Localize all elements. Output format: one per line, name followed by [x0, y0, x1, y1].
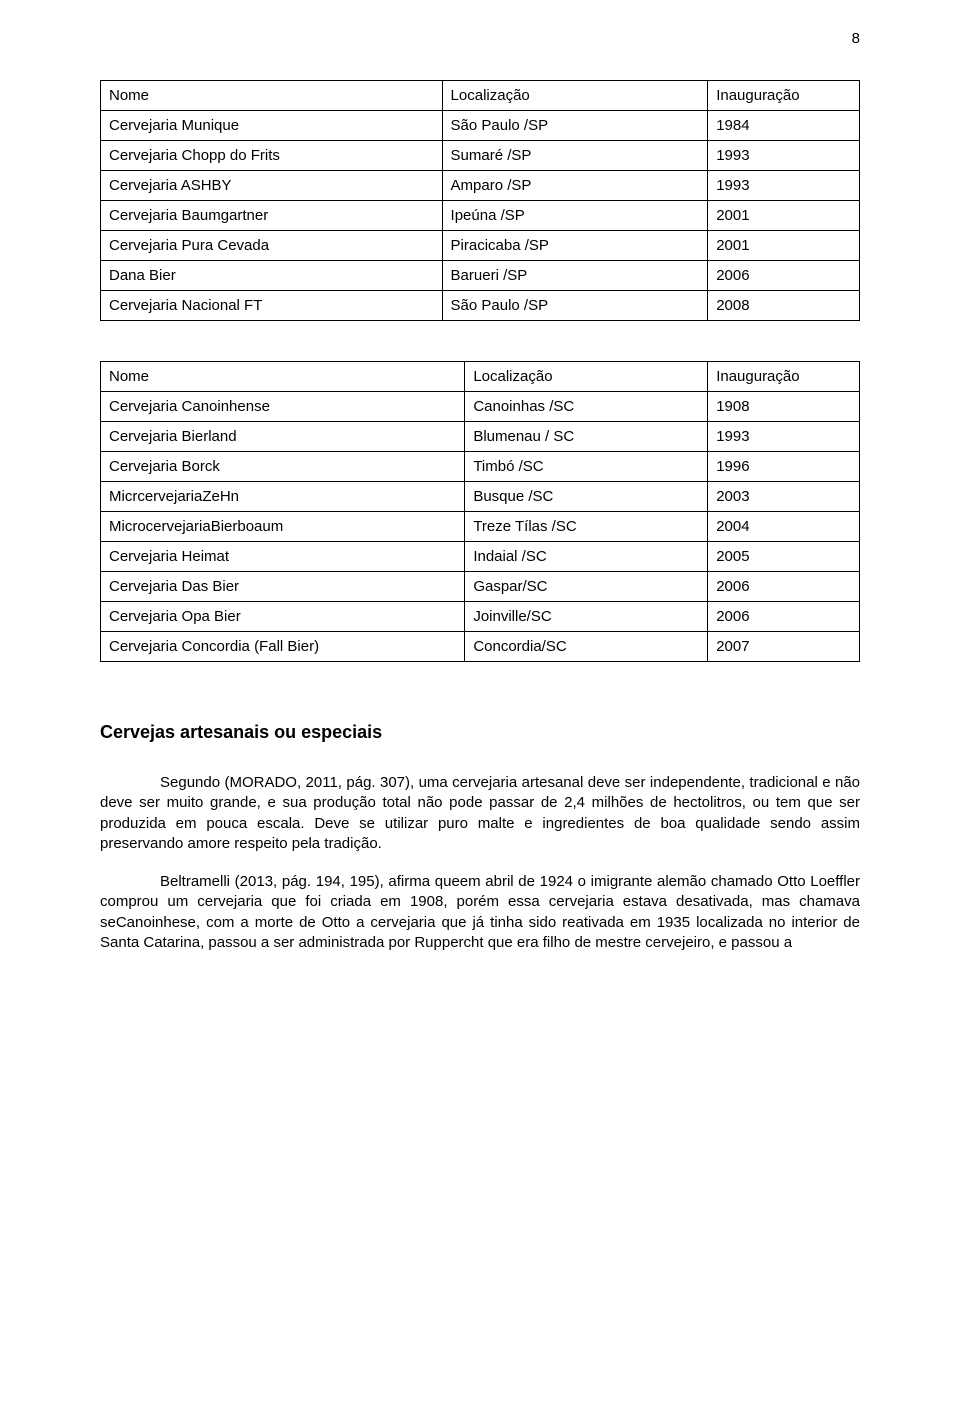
header-name: Nome: [101, 81, 443, 111]
cell-name: Cervejaria Munique: [101, 111, 443, 141]
cell-year: 2005: [708, 542, 860, 572]
cell-year: 1908: [708, 392, 860, 422]
cell-name: Cervejaria Concordia (Fall Bier): [101, 632, 465, 662]
cell-name: Cervejaria Canoinhense: [101, 392, 465, 422]
cell-year: 1996: [708, 452, 860, 482]
cell-year: 2006: [708, 261, 860, 291]
table-row: Cervejaria Chopp do Frits Sumaré /SP 199…: [101, 141, 860, 171]
cell-name: Cervejaria Borck: [101, 452, 465, 482]
cell-year: 2001: [708, 231, 860, 261]
document-page: 8 Nome Localização Inauguração Cervejari…: [0, 0, 960, 1031]
section-title: Cervejas artesanais ou especiais: [100, 722, 860, 743]
cell-loc: Piracicaba /SP: [442, 231, 708, 261]
paragraph-1: Segundo (MORADO, 2011, pág. 307), uma ce…: [100, 773, 860, 854]
header-year: Inauguração: [708, 362, 860, 392]
page-number: 8: [852, 30, 860, 47]
table-row: Cervejaria Heimat Indaial /SC 2005: [101, 542, 860, 572]
table-row: MicrocervejariaBierboaum Treze Tílas /SC…: [101, 512, 860, 542]
cell-name: Cervejaria Heimat: [101, 542, 465, 572]
cell-year: 2004: [708, 512, 860, 542]
cell-loc: Barueri /SP: [442, 261, 708, 291]
cell-name: Cervejaria Baumgartner: [101, 201, 443, 231]
cell-name: Cervejaria Das Bier: [101, 572, 465, 602]
table-row: Cervejaria Canoinhense Canoinhas /SC 190…: [101, 392, 860, 422]
table-row: Cervejaria Bierland Blumenau / SC 1993: [101, 422, 860, 452]
table-row: Cervejaria Baumgartner Ipeúna /SP 2001: [101, 201, 860, 231]
cell-loc: Timbó /SC: [465, 452, 708, 482]
cell-year: 2008: [708, 291, 860, 321]
cell-loc: São Paulo /SP: [442, 111, 708, 141]
header-loc: Localização: [465, 362, 708, 392]
cell-loc: Concordia/SC: [465, 632, 708, 662]
cell-name: Cervejaria Opa Bier: [101, 602, 465, 632]
table-row: Cervejaria Opa Bier Joinville/SC 2006: [101, 602, 860, 632]
paragraph-2: Beltramelli (2013, pág. 194, 195), afirm…: [100, 872, 860, 953]
cell-year: 2001: [708, 201, 860, 231]
table-row: Cervejaria Pura Cevada Piracicaba /SP 20…: [101, 231, 860, 261]
table-sc-breweries: Nome Localização Inauguração Cervejaria …: [100, 361, 860, 662]
cell-loc: Sumaré /SP: [442, 141, 708, 171]
table-row: Cervejaria Concordia (Fall Bier) Concord…: [101, 632, 860, 662]
table-row: Cervejaria Nacional FT São Paulo /SP 200…: [101, 291, 860, 321]
cell-name: Dana Bier: [101, 261, 443, 291]
cell-year: 1993: [708, 422, 860, 452]
cell-loc: São Paulo /SP: [442, 291, 708, 321]
cell-year: 2006: [708, 602, 860, 632]
cell-year: 2007: [708, 632, 860, 662]
cell-loc: Indaial /SC: [465, 542, 708, 572]
cell-year: 2006: [708, 572, 860, 602]
cell-name: Cervejaria Bierland: [101, 422, 465, 452]
cell-name: Cervejaria Pura Cevada: [101, 231, 443, 261]
table-header-row: Nome Localização Inauguração: [101, 362, 860, 392]
cell-loc: Busque /SC: [465, 482, 708, 512]
table-row: Dana Bier Barueri /SP 2006: [101, 261, 860, 291]
cell-loc: Joinville/SC: [465, 602, 708, 632]
header-loc: Localização: [442, 81, 708, 111]
header-name: Nome: [101, 362, 465, 392]
cell-year: 1993: [708, 171, 860, 201]
cell-name: Cervejaria Nacional FT: [101, 291, 443, 321]
table-row: Cervejaria Das Bier Gaspar/SC 2006: [101, 572, 860, 602]
cell-name: Cervejaria Chopp do Frits: [101, 141, 443, 171]
cell-loc: Blumenau / SC: [465, 422, 708, 452]
cell-name: MicrocervejariaBierboaum: [101, 512, 465, 542]
header-year: Inauguração: [708, 81, 860, 111]
cell-year: 1984: [708, 111, 860, 141]
cell-name: MicrcervejariaZeHn: [101, 482, 465, 512]
cell-loc: Ipeúna /SP: [442, 201, 708, 231]
table-row: MicrcervejariaZeHn Busque /SC 2003: [101, 482, 860, 512]
table-row: Cervejaria Munique São Paulo /SP 1984: [101, 111, 860, 141]
cell-year: 2003: [708, 482, 860, 512]
cell-loc: Gaspar/SC: [465, 572, 708, 602]
cell-loc: Canoinhas /SC: [465, 392, 708, 422]
cell-loc: Treze Tílas /SC: [465, 512, 708, 542]
table-row: Cervejaria ASHBY Amparo /SP 1993: [101, 171, 860, 201]
cell-name: Cervejaria ASHBY: [101, 171, 443, 201]
table-sp-breweries: Nome Localização Inauguração Cervejaria …: [100, 80, 860, 321]
cell-year: 1993: [708, 141, 860, 171]
table-header-row: Nome Localização Inauguração: [101, 81, 860, 111]
table-row: Cervejaria Borck Timbó /SC 1996: [101, 452, 860, 482]
cell-loc: Amparo /SP: [442, 171, 708, 201]
